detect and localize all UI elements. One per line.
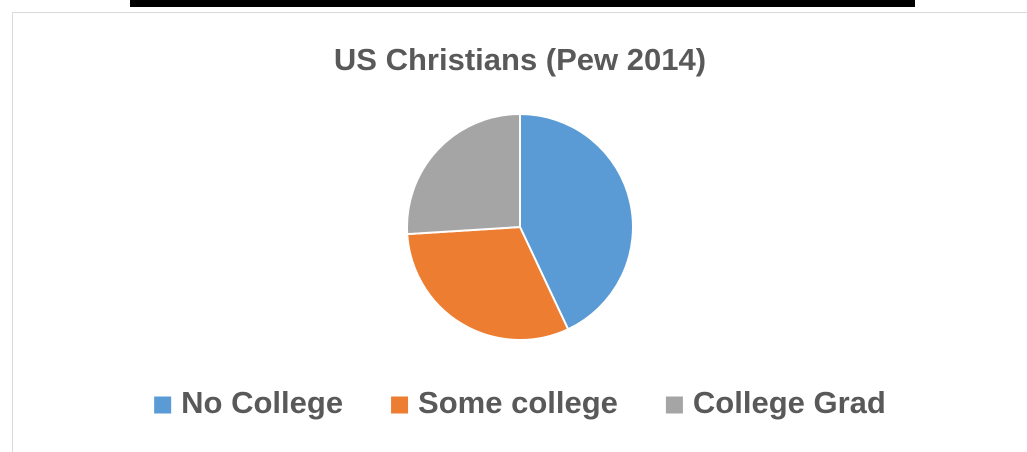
legend-swatch	[391, 396, 409, 414]
top-bar	[130, 0, 915, 7]
pie-slice	[406, 225, 570, 341]
legend-label: College Grad	[693, 385, 886, 420]
legend-swatch	[154, 396, 172, 414]
legend-label: No College	[181, 385, 343, 420]
pie-slice	[519, 112, 634, 331]
chart-title: US Christians (Pew 2014)	[334, 42, 706, 77]
legend-swatch	[665, 396, 683, 414]
pie-slice	[406, 112, 521, 236]
legend-label: Some college	[418, 385, 618, 420]
